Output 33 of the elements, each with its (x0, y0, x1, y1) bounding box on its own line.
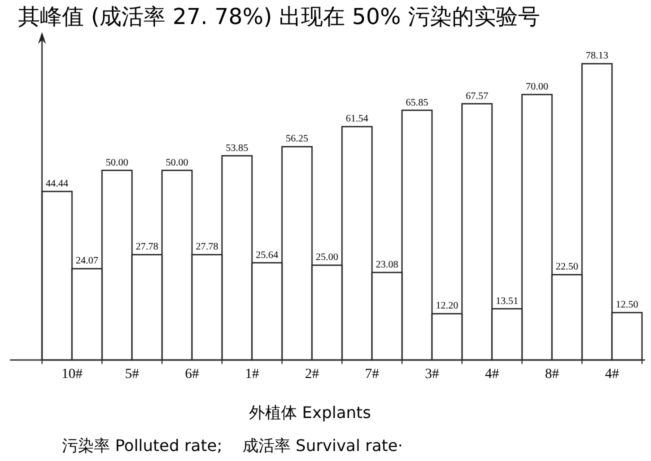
text: 其峰值 (成活率 27. 78%) 出现在 50% 污染的实验号 (18, 5, 540, 30)
data-label: 25.00 (316, 252, 338, 264)
data-label: 27.78 (136, 242, 158, 253)
data-label: 65.85 (406, 97, 428, 108)
x-tick-label: 2# (305, 367, 319, 382)
data-label: 78.13 (586, 50, 608, 62)
data-label: 53.85 (226, 142, 248, 154)
data-label: 61.54 (346, 114, 368, 125)
x-tick-label: 8# (545, 367, 559, 382)
x-tick-label: 4# (605, 367, 619, 382)
x-tick-label: 4# (485, 367, 499, 382)
data-label: 27.78 (196, 242, 218, 253)
data-label: 13.51 (496, 296, 518, 307)
x-tick-label: 10# (62, 367, 82, 382)
x-tick-label: 7# (365, 367, 379, 382)
data-label: 67.57 (466, 90, 488, 102)
data-label: 70.00 (526, 82, 548, 93)
data-label: 12.20 (436, 300, 458, 312)
data-label: 12.50 (616, 300, 638, 311)
data-label: 56.25 (286, 134, 308, 145)
text: 污染率 Polluted rate; 成活率 Survival rate· (62, 436, 403, 455)
data-label: 24.07 (76, 256, 98, 267)
data-label: 23.08 (376, 259, 398, 270)
data-label: 50.00 (166, 157, 188, 168)
x-axis-title: 外植体 Explants (249, 403, 371, 422)
x-tick-label: 3# (425, 367, 439, 382)
data-label: 44.44 (46, 178, 68, 190)
x-tick-label: 1# (245, 367, 259, 382)
data-label: 22.50 (556, 262, 578, 273)
data-label: 50.00 (106, 157, 128, 168)
x-tick-label: 6# (185, 367, 199, 382)
x-tick-label: 5# (125, 367, 139, 382)
data-label: 25.64 (256, 250, 278, 261)
